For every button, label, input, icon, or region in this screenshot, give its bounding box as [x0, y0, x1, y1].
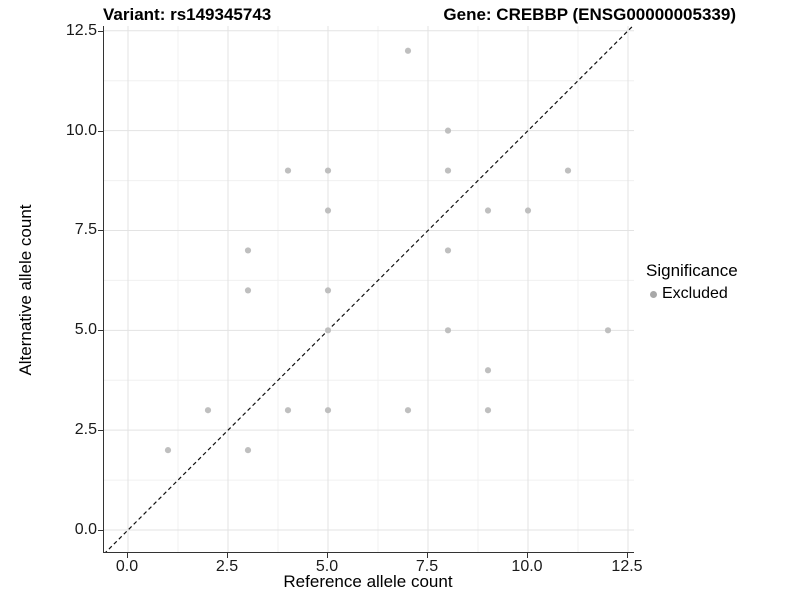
- data-point: [324, 327, 332, 334]
- plot-title-gene: Gene: CREBBP (ENSG00000005339): [443, 5, 736, 24]
- data-point: [604, 327, 612, 334]
- data-point: [564, 167, 572, 174]
- y-tick-label: 0.0: [74, 521, 97, 539]
- data-point: [524, 207, 532, 214]
- identity-line: [105, 26, 634, 552]
- data-point: [444, 167, 452, 174]
- data-point: [324, 167, 332, 174]
- data-point: [324, 407, 332, 414]
- data-point: [404, 47, 412, 54]
- y-tick-mark: [98, 130, 103, 132]
- plot-canvas: [104, 26, 634, 552]
- legend: Significance Excluded: [646, 261, 738, 303]
- y-tick-label: 2.5: [74, 421, 97, 439]
- data-point: [244, 287, 252, 294]
- legend-title: Significance: [646, 261, 738, 280]
- data-point: [444, 327, 452, 334]
- x-tick-mark: [527, 553, 528, 558]
- excluded-point-icon: [650, 290, 657, 298]
- y-axis-title: Alternative allele count: [16, 204, 35, 376]
- legend-item-excluded: Excluded: [646, 285, 738, 303]
- y-tick-mark: [98, 330, 103, 332]
- x-tick-mark: [327, 553, 328, 558]
- data-point: [444, 247, 452, 254]
- data-point: [484, 407, 492, 414]
- data-point: [324, 207, 332, 214]
- data-point: [484, 207, 492, 214]
- x-tick-label: 5.0: [315, 558, 339, 575]
- data-point: [244, 447, 252, 454]
- x-tick-label: 7.5: [415, 558, 439, 575]
- x-tick-mark: [627, 553, 628, 558]
- y-tick-label: 5.0: [74, 321, 97, 339]
- x-tick-mark: [227, 553, 228, 558]
- x-tick-label: 2.5: [215, 558, 239, 575]
- data-point: [244, 247, 252, 254]
- data-point: [324, 287, 332, 294]
- data-point: [404, 407, 412, 414]
- data-point: [164, 447, 172, 454]
- y-tick-label: 7.5: [74, 221, 97, 239]
- y-tick-label: 12.5: [65, 21, 97, 39]
- y-tick-mark: [98, 230, 103, 232]
- x-tick-mark: [127, 553, 128, 558]
- data-point: [444, 127, 452, 134]
- data-point: [484, 367, 492, 374]
- y-tick-mark: [98, 30, 103, 32]
- y-tick-mark: [98, 430, 103, 432]
- data-point: [284, 407, 292, 414]
- x-tick-label: 12.5: [611, 558, 643, 575]
- data-point: [204, 407, 212, 414]
- x-axis-title: Reference allele count: [283, 572, 453, 591]
- plot-panel: [103, 26, 634, 553]
- x-tick-label: 0.0: [115, 558, 139, 575]
- legend-item-label: Excluded: [662, 285, 728, 302]
- x-tick-mark: [427, 553, 428, 558]
- plot-title-variant: Variant: rs149345743: [103, 5, 272, 24]
- data-point: [284, 167, 292, 174]
- y-tick-mark: [98, 530, 103, 532]
- x-tick-label: 10.0: [511, 558, 543, 575]
- y-tick-label: 10.0: [65, 121, 97, 139]
